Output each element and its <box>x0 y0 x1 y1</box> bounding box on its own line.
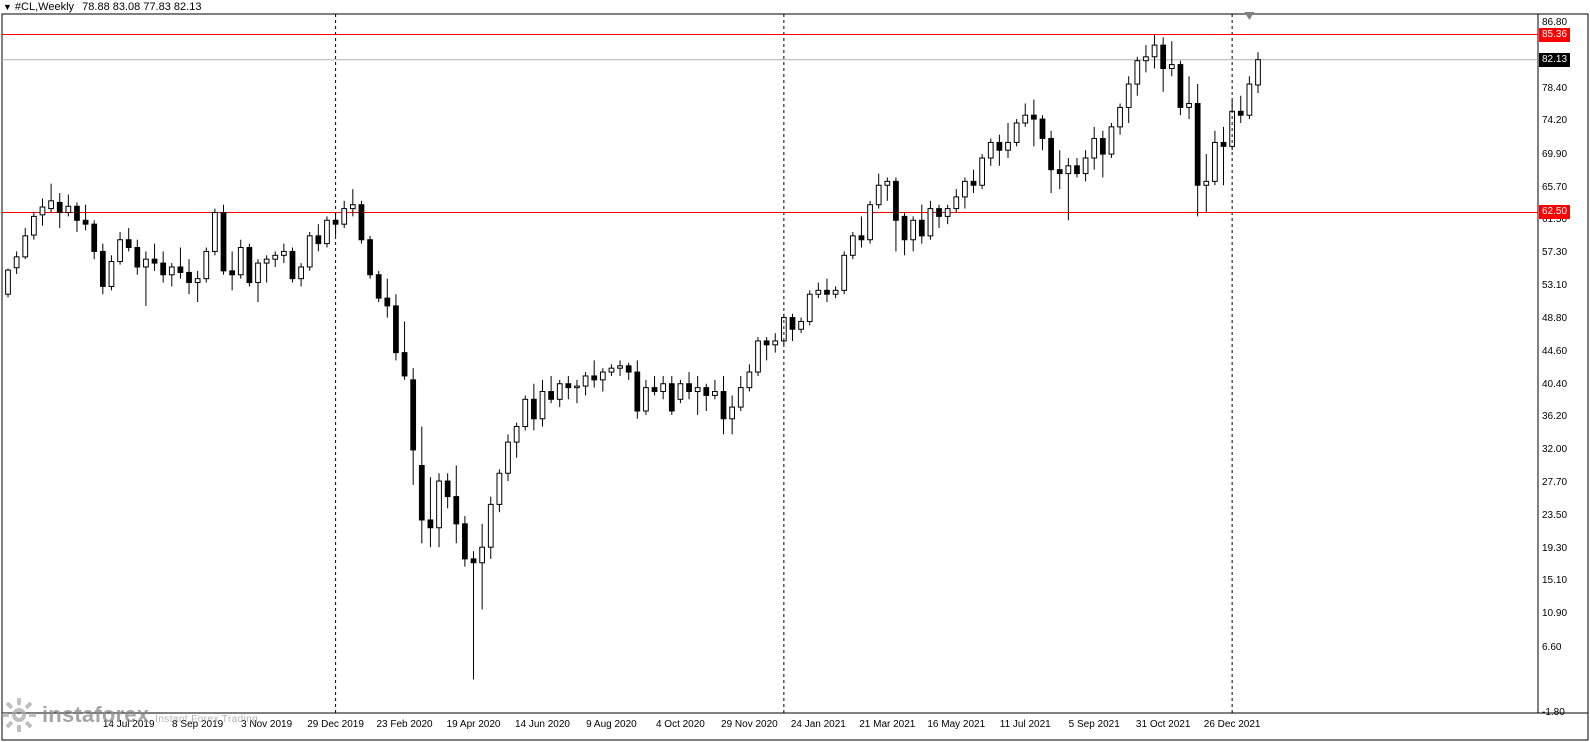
y-tick-label: 27.70 <box>1542 477 1567 488</box>
watermark-sub: Instant Forex Trading <box>155 714 258 725</box>
x-tick-label: 23 Feb 2020 <box>376 719 432 730</box>
y-tick-label: 69.90 <box>1542 149 1567 160</box>
y-tick-label: 6.60 <box>1542 642 1561 653</box>
x-tick-label: 21 Mar 2021 <box>859 719 915 730</box>
y-tick-label: 74.20 <box>1542 115 1567 126</box>
y-tick-label: 10.90 <box>1542 608 1567 619</box>
x-tick-label: 11 Jul 2021 <box>1000 719 1051 730</box>
x-tick-label: 5 Sep 2021 <box>1069 719 1120 730</box>
x-tick-label: 19 Apr 2020 <box>447 719 501 730</box>
current-price-tag: 82.13 <box>1539 53 1570 67</box>
y-tick-label: 48.80 <box>1542 313 1567 324</box>
x-tick-label: 24 Jan 2021 <box>791 719 846 730</box>
x-tick-label: 14 Jun 2020 <box>515 719 570 730</box>
y-tick-label: 15.10 <box>1542 575 1567 586</box>
y-tick-label: 65.70 <box>1542 182 1567 193</box>
y-tick-label: -1.80 <box>1542 707 1565 718</box>
y-tick-label: 32.00 <box>1542 444 1567 455</box>
y-tick-label: 57.30 <box>1542 247 1567 258</box>
x-tick-label: 29 Nov 2020 <box>721 719 778 730</box>
y-tick-label: 40.40 <box>1542 379 1567 390</box>
y-tick-label: 78.40 <box>1542 83 1567 94</box>
hline-tag: 85.36 <box>1539 28 1570 42</box>
x-tick-label: 26 Dec 2021 <box>1204 719 1261 730</box>
candlestick-chart[interactable] <box>0 0 1590 742</box>
x-tick-label: 4 Oct 2020 <box>656 719 705 730</box>
y-tick-label: 53.10 <box>1542 280 1567 291</box>
x-tick-label: 29 Dec 2019 <box>307 719 364 730</box>
y-tick-label: 19.30 <box>1542 543 1567 554</box>
watermark-main: instaforex <box>42 702 149 728</box>
y-tick-label: 44.60 <box>1542 346 1567 357</box>
x-tick-label: 9 Aug 2020 <box>586 719 637 730</box>
chart-root: ▼ #CL,Weekly 78.88 83.08 77.83 82.13 <box>0 0 1590 742</box>
y-tick-label: 36.20 <box>1542 411 1567 422</box>
x-tick-label: 16 May 2021 <box>927 719 985 730</box>
watermark: instaforex Instant Forex Trading <box>2 698 258 732</box>
gear-icon <box>2 698 36 732</box>
x-tick-label: 31 Oct 2021 <box>1136 719 1190 730</box>
hline-tag: 62.50 <box>1539 205 1570 219</box>
y-tick-label: 23.50 <box>1542 510 1567 521</box>
